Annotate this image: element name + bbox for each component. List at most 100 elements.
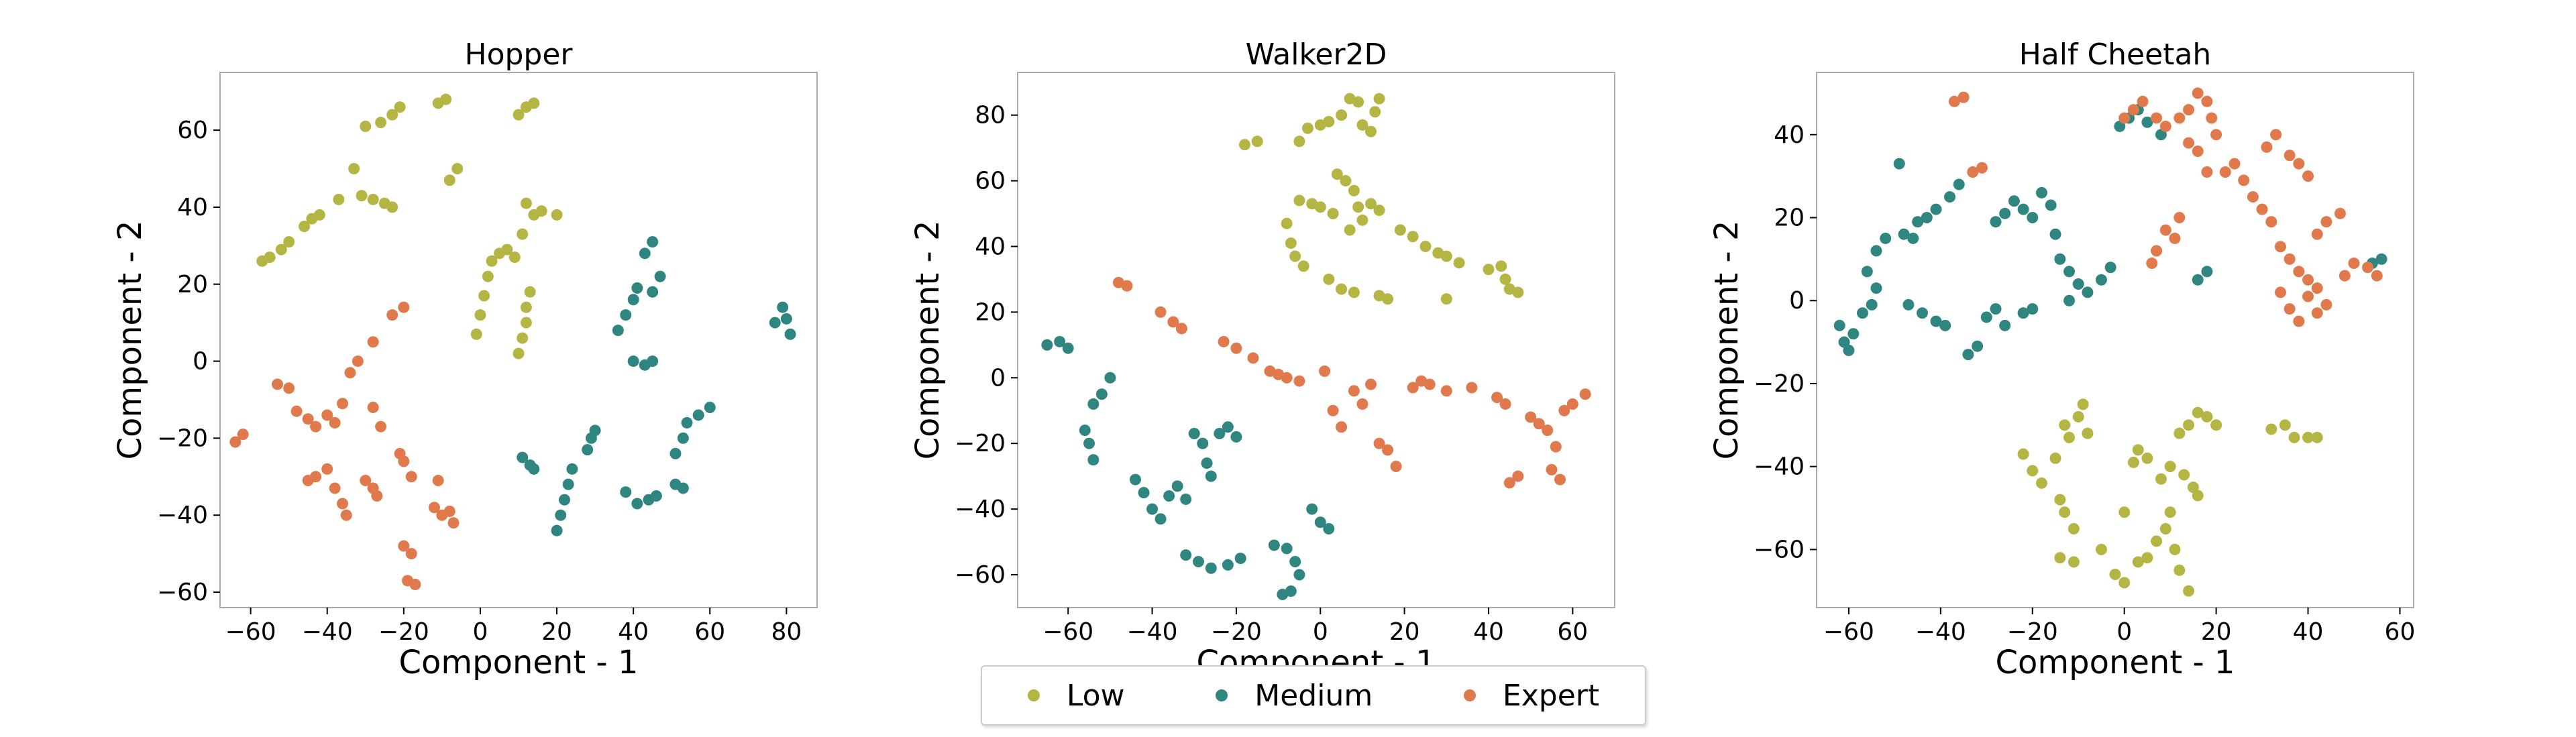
y-tick-label: −40 [955,496,1006,523]
plot-frame [1017,72,1615,608]
point-expert [340,509,352,521]
y-axis-label: Component - 2 [909,220,947,459]
series-low [2017,398,2323,597]
point-low [2265,423,2277,435]
x-tick-label: 20 [541,618,572,646]
point-expert [1281,372,1293,384]
x-tick-label: −20 [1211,618,1262,646]
point-expert [2339,270,2351,282]
point-expert [1976,162,1988,174]
point-low [2288,431,2300,443]
point-expert [447,517,460,529]
point-expert [1121,280,1133,292]
point-expert [2206,112,2218,124]
point-expert [2311,307,2323,319]
point-medium [1833,319,1845,331]
point-low [1373,205,1385,217]
point-low [1499,273,1511,285]
point-expert [2320,298,2332,310]
point-medium [2141,116,2153,128]
point-medium [1041,339,1053,351]
legend-label-low: Low [1066,678,1125,713]
point-medium [2095,274,2107,286]
point-expert [2371,270,2383,282]
point-expert [2192,87,2204,99]
series-low [256,93,563,359]
legend-marker-expert [1463,689,1476,701]
point-medium [677,482,689,494]
point-medium [1847,328,1860,340]
point-medium [2114,120,2126,132]
point-medium [558,494,570,506]
y-tick-label: 40 [177,194,208,221]
point-low [513,109,525,121]
point-low [2127,456,2139,468]
point-medium [2104,262,2116,274]
point-low [501,243,513,256]
point-low [313,209,325,221]
point-medium [1171,480,1183,492]
point-low [2027,465,2039,477]
point-medium [566,463,578,475]
point-medium [681,416,693,429]
point-low [528,97,540,109]
point-expert [2293,266,2305,278]
point-expert [2302,290,2314,302]
point-medium [1921,212,1933,224]
point-medium [2035,186,2047,199]
point-expert [398,301,410,313]
point-medium [1222,559,1234,571]
point-medium [654,270,666,282]
point-low [367,193,379,205]
point-expert [1155,306,1167,318]
point-expert [2293,315,2305,327]
y-tick-label: −20 [1754,370,1805,398]
point-low [333,193,345,205]
point-low [2035,477,2047,489]
x-tick-label: 40 [2293,618,2324,646]
point-expert [272,378,284,390]
point-expert [2265,216,2277,228]
point-expert [1175,323,1187,335]
point-low [2201,410,2213,422]
y-tick-label: 60 [177,117,208,144]
point-low [1356,214,1368,226]
point-low [1440,250,1452,262]
point-low [1340,175,1352,187]
point-medium [2017,307,2029,319]
point-medium [1214,428,1226,440]
point-medium [528,463,540,475]
x-tick-label: 20 [1389,618,1420,646]
point-expert [1230,342,1242,354]
point-medium [2082,286,2094,298]
point-low [478,290,490,302]
point-expert [2174,112,2186,124]
point-expert [1293,375,1305,387]
legend-entry-low: Low [1027,678,1125,713]
point-low [2151,535,2163,547]
point-medium [1866,298,1878,310]
point-low [348,163,360,175]
point-medium [2027,303,2039,315]
y-tick-label: −40 [1754,453,1805,481]
point-medium [784,328,796,340]
point-expert [1525,411,1537,423]
point-medium [2054,253,2066,265]
point-low [299,221,311,233]
point-medium [627,294,639,306]
point-low [1238,139,1250,151]
point-low [524,286,536,298]
point-low [520,197,532,209]
point-medium [1104,372,1116,384]
point-low [1348,184,1360,196]
point-expert [2274,286,2286,298]
point-medium [1990,303,2002,315]
point-expert [1382,444,1394,456]
point-medium [627,355,639,367]
y-tick-label: −20 [955,430,1006,457]
point-low [1314,201,1326,213]
point-medium [1314,516,1326,528]
point-medium [1870,245,1882,257]
legend-entry-expert: Expert [1463,679,1599,713]
point-expert [1356,398,1368,410]
